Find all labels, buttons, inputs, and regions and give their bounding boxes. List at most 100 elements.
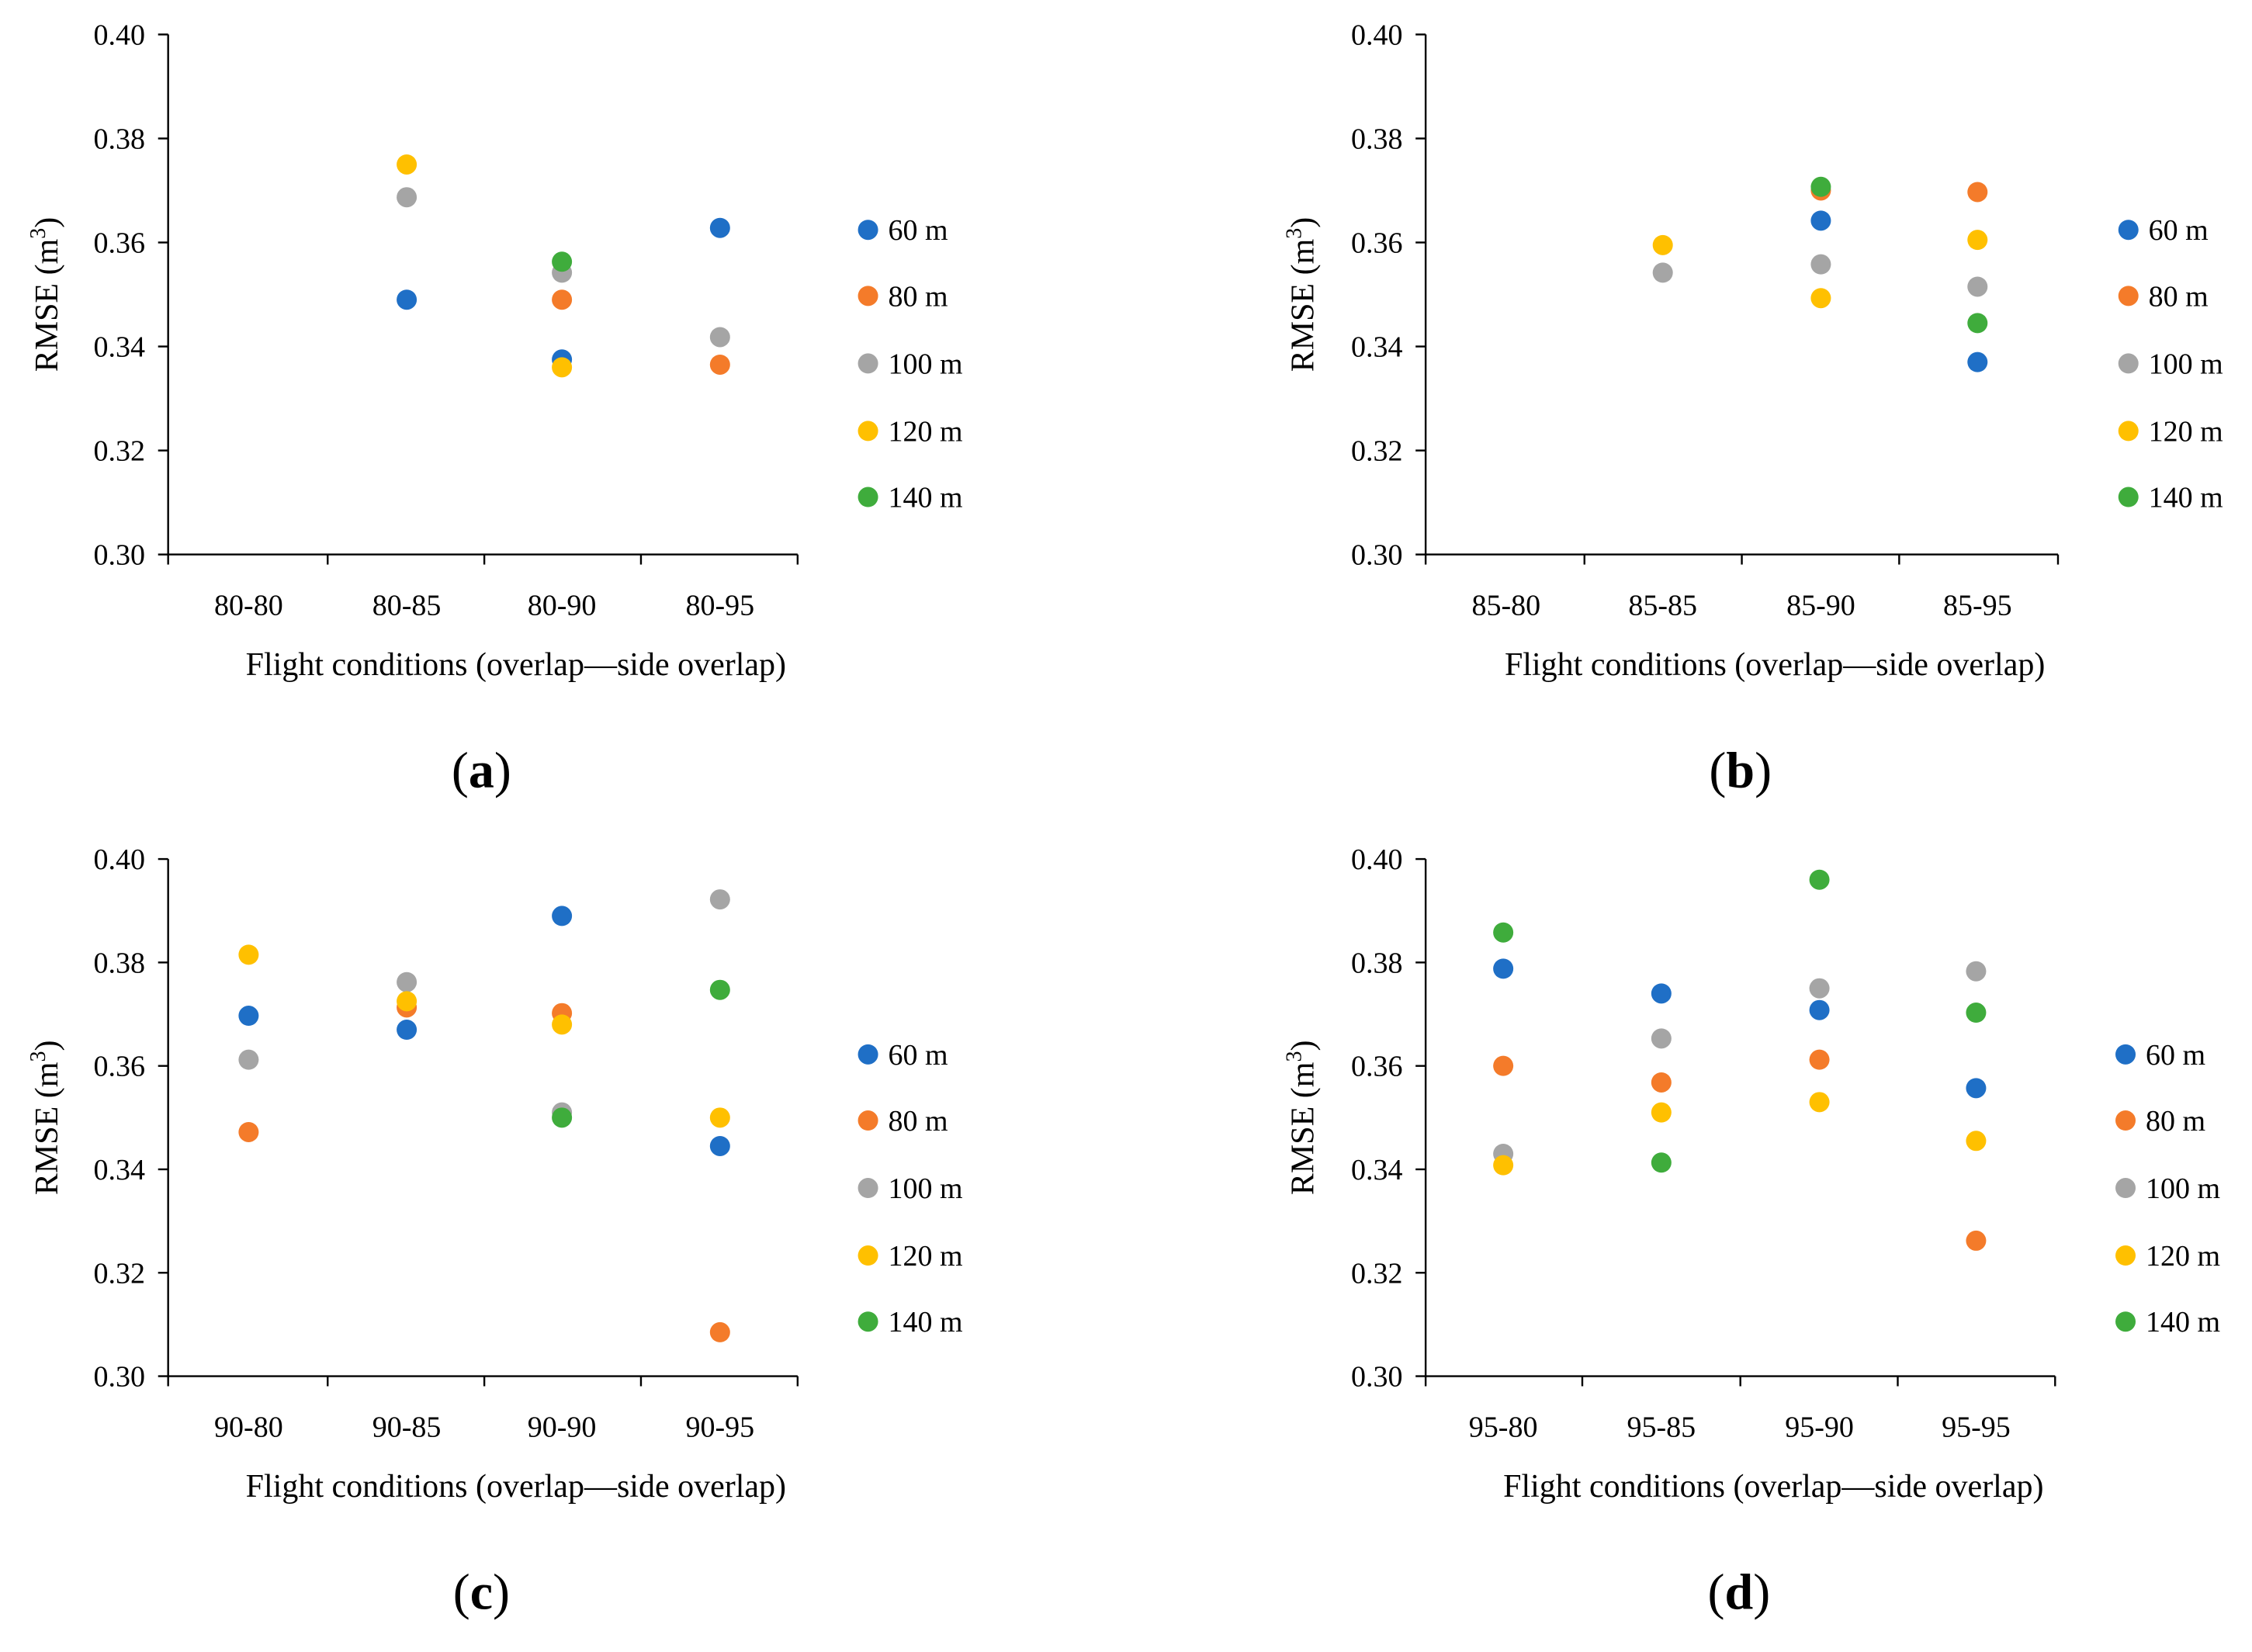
panel-label-letter: c: [470, 1564, 493, 1620]
y-tick-label: 0.30: [94, 1361, 146, 1394]
data-point: [1651, 1152, 1672, 1173]
y-axis-title-text: RMSE (m: [1286, 238, 1322, 372]
x-tick-label: 80-95: [685, 589, 754, 622]
y-tick-label: 0.40: [1351, 843, 1403, 876]
x-tick-label: 85-80: [1472, 589, 1541, 622]
y-tick-label: 0.30: [1351, 539, 1403, 572]
data-point: [552, 357, 573, 378]
x-tick-label: 85-95: [1943, 589, 2012, 622]
data-point: [238, 944, 259, 965]
x-axis-title: Flight conditions (overlap—side overlap): [1505, 647, 2045, 683]
data-point: [1651, 983, 1672, 1004]
data-point: [1810, 254, 1831, 275]
data-point: [1652, 262, 1673, 283]
data-point: [1810, 210, 1831, 231]
data-point: [709, 1107, 730, 1128]
data-point: [709, 354, 730, 375]
legend-label: 60 m: [889, 1039, 948, 1072]
data-point: [1810, 288, 1831, 309]
data-point: [1967, 230, 1988, 251]
y-tick-label: 0.36: [94, 227, 146, 260]
y-axis-title-text: RMSE (m: [29, 238, 65, 372]
legend-label: 100 m: [2149, 348, 2223, 380]
legend-label: 80 m: [889, 280, 948, 313]
y-tick-label: 0.36: [1351, 1051, 1403, 1083]
y-tick-label: 0.32: [1351, 1257, 1403, 1290]
legend-marker: [857, 1311, 878, 1332]
legend-marker: [2118, 286, 2139, 307]
data-point: [1967, 352, 1988, 372]
legend-marker: [2118, 220, 2139, 241]
data-point: [552, 1107, 573, 1128]
legend-marker: [857, 421, 878, 442]
y-tick-label: 0.36: [94, 1051, 146, 1083]
y-tick-label: 0.32: [94, 435, 146, 468]
x-tick-label: 90-95: [685, 1411, 754, 1443]
data-point: [1966, 1131, 1987, 1152]
legend-marker: [2115, 1311, 2136, 1332]
data-point: [1810, 176, 1831, 197]
data-point: [709, 979, 730, 1000]
legend-label: 60 m: [889, 214, 948, 247]
panel-label: (a): [452, 743, 511, 799]
legend-label: 120 m: [889, 1240, 963, 1273]
y-axis-title-superscript: 3: [26, 228, 50, 239]
x-tick-label: 95-95: [1942, 1411, 2011, 1443]
x-tick-label: 90-80: [214, 1411, 283, 1443]
y-axis-title-end: ): [29, 1041, 65, 1051]
chart-panel-a: 0.30 0.32 0.34 0.36 0.38 0.40 80-80 80-85 80-90 8…: [26, 19, 962, 798]
data-point: [397, 187, 417, 208]
y-axis-title-text: RMSE (m: [29, 1062, 65, 1195]
legend-marker: [857, 286, 878, 307]
y-tick-label: 0.40: [94, 19, 146, 51]
data-point: [397, 154, 417, 175]
x-tick-label: 95-85: [1627, 1411, 1696, 1443]
legend-label: 60 m: [2146, 1039, 2205, 1072]
x-axis-title: Flight conditions (overlap—side overlap): [246, 647, 786, 683]
legend-marker: [2118, 421, 2139, 442]
y-axis-title-end: ): [1286, 217, 1322, 228]
x-tick-label: 90-85: [372, 1411, 442, 1443]
data-point: [1493, 1155, 1514, 1176]
y-tick-label: 0.34: [94, 331, 146, 364]
legend-marker: [857, 220, 878, 241]
data-point: [1966, 1078, 1987, 1099]
x-tick-label: 85-85: [1628, 589, 1697, 622]
legend-label: 80 m: [889, 1105, 948, 1138]
y-axis-title-superscript: 3: [26, 1051, 50, 1062]
y-tick-label: 0.34: [1351, 331, 1403, 364]
legend-label: 140 m: [889, 1306, 963, 1339]
y-tick-label: 0.38: [94, 123, 146, 155]
legend-label: 80 m: [2146, 1105, 2205, 1138]
data-point: [238, 1006, 259, 1027]
data-point: [552, 1014, 573, 1035]
y-tick-label: 0.34: [1351, 1154, 1403, 1186]
data-point: [1966, 961, 1987, 982]
data-point: [1652, 234, 1673, 255]
chart-panel-b: 0.30 0.32 0.34 0.36 0.38 0.40 85-80 85-85 85-90 8…: [1283, 19, 2223, 798]
y-tick-label: 0.40: [94, 843, 146, 876]
data-point: [1651, 1072, 1672, 1093]
data-point: [1809, 1092, 1830, 1113]
panel-label: (d): [1708, 1564, 1771, 1620]
y-tick-label: 0.40: [1351, 19, 1403, 51]
legend-marker: [857, 1178, 878, 1199]
data-point: [709, 327, 730, 348]
legend-label: 100 m: [2146, 1172, 2220, 1205]
data-point: [397, 971, 417, 992]
y-axis-title-end: ): [29, 217, 65, 228]
x-tick-label: 85-90: [1786, 589, 1855, 622]
data-point: [1651, 1102, 1672, 1123]
y-axis-title-end: ): [1286, 1041, 1322, 1051]
panel-label: (b): [1709, 743, 1772, 799]
legend-label: 140 m: [889, 482, 963, 514]
legend-label: 140 m: [2149, 482, 2223, 514]
data-point: [397, 1020, 417, 1041]
data-point: [552, 906, 573, 926]
data-point: [397, 289, 417, 310]
y-axis-title-text: RMSE (m: [1286, 1062, 1322, 1195]
y-axis-title: RMSE (m3): [26, 1041, 65, 1196]
legend-marker: [857, 1110, 878, 1131]
data-point: [397, 991, 417, 1012]
data-point: [709, 1135, 730, 1156]
